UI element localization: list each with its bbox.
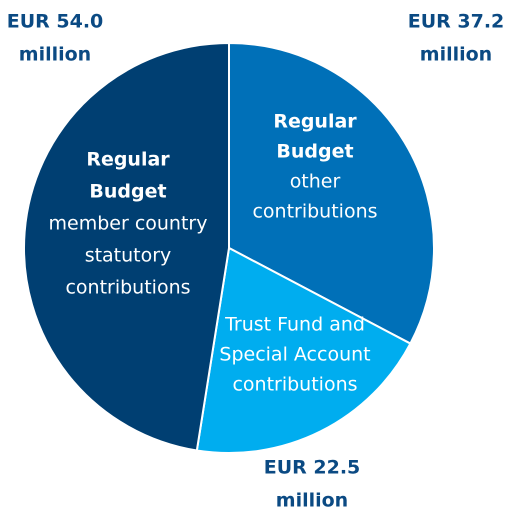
slice-label: contributions (232, 374, 357, 396)
value-label: million (276, 490, 348, 512)
slice-label: other (290, 171, 341, 193)
slice-title: Budget (276, 141, 353, 163)
value-label: EUR 54.0 (7, 11, 104, 33)
slice-label: contributions (252, 201, 377, 223)
value-label: EUR 37.2 (408, 11, 505, 33)
slice-label: member country (49, 213, 208, 235)
value-label: EUR 22.5 (264, 457, 361, 479)
slice-label: Trust Fund and (224, 314, 365, 336)
slice-label: Special Account (219, 344, 370, 366)
slice-label: statutory (85, 245, 172, 267)
pie-slice (23, 41, 230, 452)
slice-title: Budget (89, 181, 166, 203)
slice-title: Regular (273, 111, 357, 133)
pie-slice (195, 246, 412, 454)
value-label: million (19, 44, 91, 66)
pie-slice (228, 41, 435, 345)
slice-label: contributions (65, 277, 190, 299)
value-label: million (420, 44, 492, 66)
slice-title: Regular (86, 149, 170, 171)
